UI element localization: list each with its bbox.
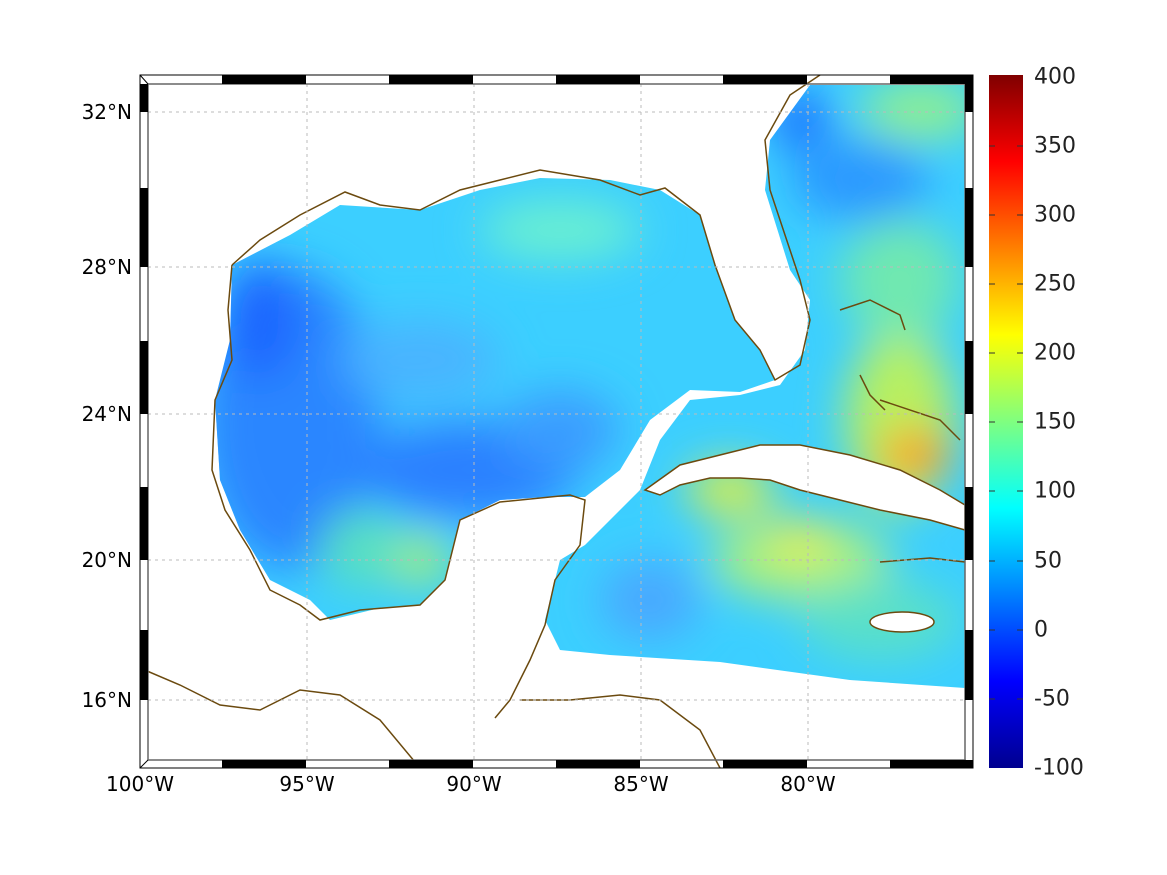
hispaniola-coast xyxy=(879,557,966,563)
colorbar-tick-label: 150 xyxy=(1034,409,1076,435)
lon-label: 95°W xyxy=(279,772,335,796)
lon-label: 90°W xyxy=(446,772,502,796)
colorbar-tick-label: 200 xyxy=(1034,340,1076,366)
colorbar-ticks xyxy=(989,145,1023,700)
mexico-coast xyxy=(211,264,586,719)
lon-label: 85°W xyxy=(613,772,669,796)
data-field xyxy=(215,85,965,688)
lat-label: 28°N xyxy=(81,255,132,279)
colorbar-tick-label: 350 xyxy=(1034,133,1076,159)
colorbar-tick-label: -100 xyxy=(1034,755,1084,781)
colorbar-tick-label: 100 xyxy=(1034,478,1076,504)
lat-label: 16°N xyxy=(81,688,132,712)
lat-label: 20°N xyxy=(81,548,132,572)
graticule xyxy=(148,84,965,760)
lat-label: 24°N xyxy=(81,402,132,426)
coastlines xyxy=(139,74,966,769)
colorbar-tick-label: 50 xyxy=(1034,548,1062,574)
colorbar-tick-label: 400 xyxy=(1034,64,1076,90)
gulf-coast xyxy=(231,74,821,382)
colorbar-tick-label: -50 xyxy=(1034,686,1070,712)
colorbar-tick-label: 0 xyxy=(1034,617,1048,643)
colorbar-tick-label: 300 xyxy=(1034,202,1076,228)
colorbar-tick-label: 250 xyxy=(1034,271,1076,297)
lat-label: 32°N xyxy=(81,100,132,124)
lon-label: 80°W xyxy=(780,772,836,796)
cuba-island xyxy=(643,444,966,531)
map-frame xyxy=(139,74,974,769)
jamaica-island xyxy=(869,611,935,633)
lon-label: 100°W xyxy=(106,772,174,796)
bahamas xyxy=(839,299,961,441)
central-america-coast xyxy=(139,667,421,769)
honduras-coast xyxy=(520,694,721,769)
